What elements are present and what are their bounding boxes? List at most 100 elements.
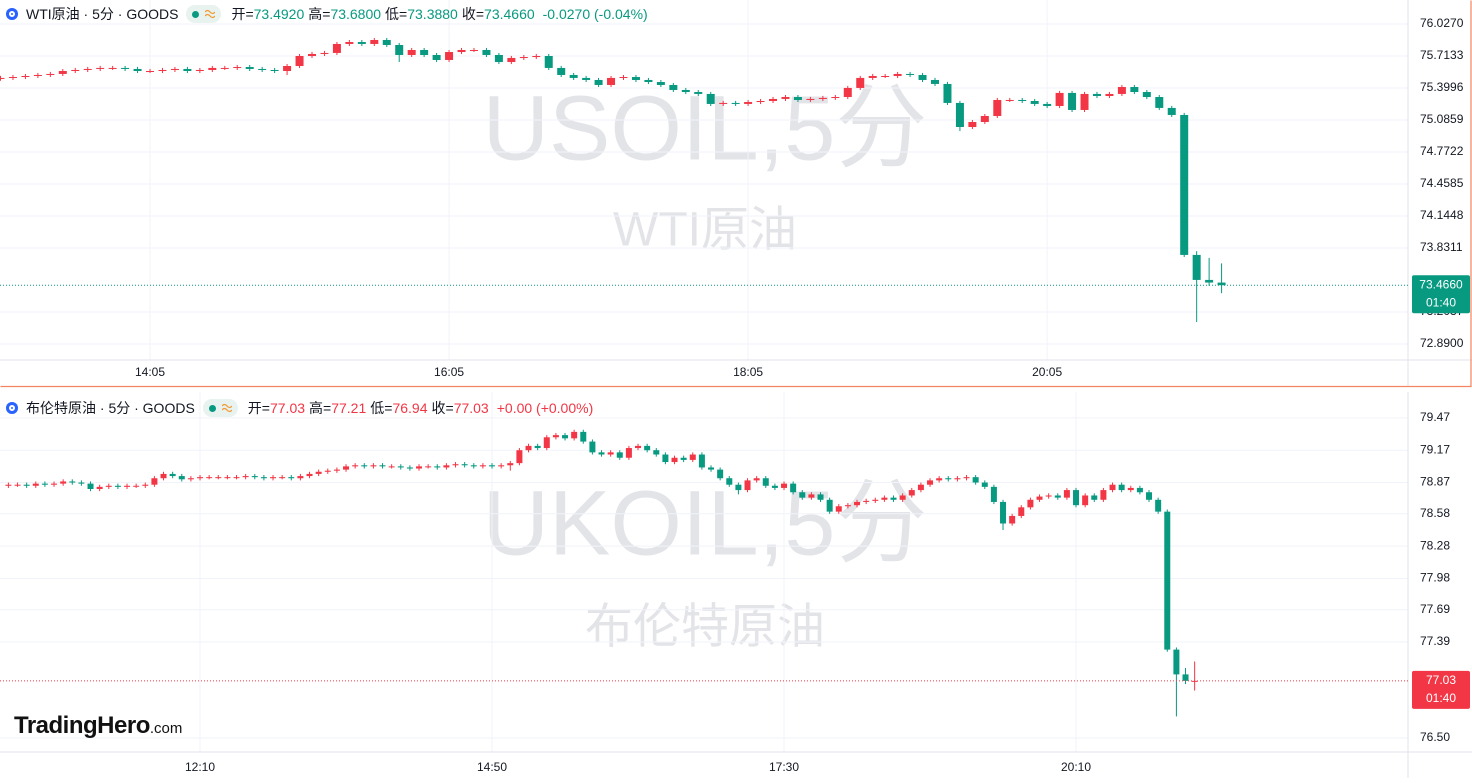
- candle-body: [469, 49, 478, 51]
- candle-body: [881, 75, 890, 77]
- candle-body: [625, 448, 632, 458]
- candle-body: [270, 477, 277, 479]
- candle-body: [955, 102, 964, 128]
- candle-body: [1036, 496, 1043, 500]
- x-tick-label: 16:05: [434, 365, 464, 379]
- candle-body: [432, 54, 441, 60]
- candle-body: [1205, 279, 1214, 283]
- usoil-panel: USOIL,5分 WTI原油 14:05 16:05 18:05 20:05 76.0270…: [0, 0, 1472, 388]
- ohlc-value: 76.94: [392, 400, 428, 416]
- candle-body: [635, 445, 642, 449]
- y-tick-label: 77.98: [1420, 571, 1450, 585]
- candle-body: [133, 68, 142, 72]
- candle-body: [968, 122, 977, 128]
- candle-body: [124, 485, 131, 487]
- candle-body: [215, 477, 222, 479]
- candle-body: [963, 477, 970, 479]
- candle-body: [233, 67, 242, 69]
- candle-body: [534, 445, 541, 449]
- candle-body: [981, 482, 988, 487]
- candle-body: [945, 478, 952, 480]
- candle-body: [308, 53, 316, 57]
- candle-body: [831, 97, 840, 99]
- candle-body: [158, 69, 167, 72]
- x-tick-label: 14:50: [477, 760, 507, 774]
- candle-body: [856, 77, 865, 88]
- x-tick-label: 20:05: [1032, 365, 1062, 379]
- candle-body: [142, 484, 149, 486]
- ukoil-panel: UKOIL,5分 布伦特原油 12:10 14:50 17:30 20:10 79.47 79…: [0, 390, 1472, 783]
- candle-body: [479, 465, 486, 467]
- candle-body: [470, 465, 477, 467]
- ohlc-label: 低=: [370, 400, 393, 416]
- candle-body: [1080, 93, 1089, 110]
- y-tick-label: 74.1448: [1420, 208, 1464, 222]
- candle-body: [582, 77, 591, 80]
- candle-body: [525, 445, 532, 451]
- candle-body: [498, 465, 505, 467]
- candle-body: [1018, 507, 1025, 516]
- y-tick-label: 78.28: [1420, 538, 1450, 552]
- candle-body: [689, 454, 696, 460]
- candle-body: [382, 39, 391, 45]
- candle-body: [208, 67, 217, 70]
- y-tick-label: 74.7722: [1420, 144, 1464, 158]
- candle-body: [631, 77, 640, 80]
- candle-body: [1109, 484, 1116, 491]
- candle-body: [1054, 495, 1061, 498]
- candle-body: [245, 67, 254, 69]
- y-tick-label: 79.47: [1420, 410, 1450, 424]
- y-tick-label: 74.4585: [1420, 176, 1464, 190]
- candle-body: [416, 466, 423, 469]
- candle-body: [708, 467, 715, 470]
- ohlc-label: 高=: [308, 6, 331, 22]
- candle-body: [1127, 487, 1134, 491]
- candle-body: [233, 477, 240, 479]
- candle-body: [589, 441, 596, 453]
- candle-body: [445, 52, 454, 60]
- candle-body: [425, 466, 432, 468]
- candle-body: [790, 483, 797, 493]
- status-dot: [208, 404, 216, 412]
- candle-body: [133, 485, 140, 487]
- candle-body: [297, 476, 304, 479]
- usoil-chart: USOIL,5分 WTI原油 14:05 16:05 18:05 20:05 76.0270…: [0, 0, 1472, 388]
- candle-body: [616, 452, 623, 458]
- candle-body: [580, 431, 587, 442]
- candle-body: [717, 469, 724, 479]
- candle-body: [58, 71, 67, 74]
- y-tick-label: 79.17: [1420, 442, 1450, 456]
- ohlc-label: 开=: [231, 6, 254, 22]
- candle-body: [843, 87, 852, 98]
- candle-body: [1155, 499, 1162, 512]
- candle-body: [457, 49, 466, 53]
- candle-body: [954, 478, 961, 480]
- candle-body: [543, 437, 550, 449]
- candle-body: [1091, 495, 1098, 500]
- candle-body: [771, 485, 778, 488]
- candle-body: [532, 56, 541, 58]
- x-tick-label: 14:05: [135, 365, 165, 379]
- candle-body: [452, 464, 459, 466]
- y-tick-label: 78.87: [1420, 475, 1450, 489]
- candle-body: [406, 467, 413, 469]
- candle-body: [980, 115, 989, 123]
- countdown: 01:40: [1426, 691, 1456, 705]
- candle-body: [936, 478, 943, 481]
- y-tick-label: 76.50: [1420, 730, 1450, 744]
- y-tick-label: 75.3996: [1420, 80, 1464, 94]
- symbol-icon: [6, 402, 18, 414]
- candle-body: [343, 466, 350, 470]
- candle-body: [806, 98, 815, 100]
- candle-body: [69, 481, 76, 483]
- x-tick-label: 12:10: [185, 760, 215, 774]
- candle-body: [251, 476, 258, 478]
- candle-body: [656, 82, 665, 85]
- candle-body: [288, 477, 295, 479]
- candle-body: [1055, 92, 1064, 106]
- change: +0.00 (+0.00%): [496, 400, 594, 416]
- panel-border: [0, 0, 1472, 388]
- ohlc-value: 77.03: [269, 400, 306, 416]
- candle-body: [562, 435, 569, 439]
- candle-body: [680, 457, 687, 460]
